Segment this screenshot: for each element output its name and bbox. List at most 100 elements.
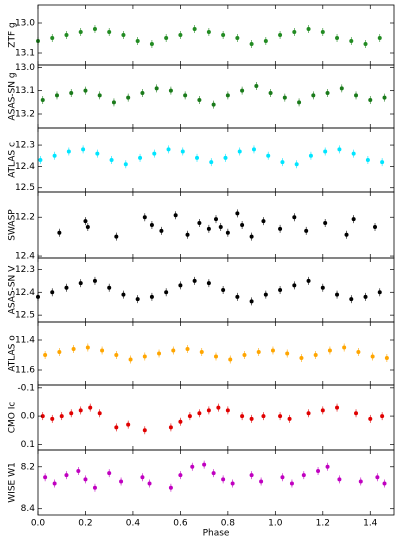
point <box>50 36 55 40</box>
point <box>195 155 200 160</box>
point <box>337 147 342 152</box>
point <box>280 160 285 165</box>
point <box>320 30 325 34</box>
point <box>266 153 271 158</box>
point <box>199 350 204 354</box>
point <box>121 33 126 37</box>
point <box>85 224 90 229</box>
point <box>83 219 88 224</box>
point <box>149 223 154 227</box>
point <box>138 155 143 160</box>
point <box>111 100 116 105</box>
point <box>52 153 57 158</box>
point <box>76 468 81 473</box>
point <box>320 408 325 413</box>
panel-frame <box>37 384 395 451</box>
point <box>64 473 69 478</box>
point <box>304 228 309 233</box>
point <box>78 408 83 413</box>
point <box>178 419 183 424</box>
point <box>377 290 382 295</box>
point <box>109 158 114 162</box>
point <box>114 425 119 430</box>
point <box>107 30 112 34</box>
point <box>168 425 173 430</box>
point <box>278 33 283 37</box>
point <box>373 224 378 229</box>
point <box>40 414 45 419</box>
y-tick-label: 12.5 <box>15 183 35 193</box>
point <box>107 471 112 476</box>
point <box>43 353 48 357</box>
y-axis-label: ASAS-SN g <box>8 72 18 120</box>
point <box>240 223 245 227</box>
point <box>123 162 128 167</box>
x-tick-label: 1.0 <box>268 519 283 529</box>
point <box>325 464 330 469</box>
point <box>235 294 240 299</box>
y-tick-label: 8.2 <box>21 462 35 472</box>
x-tick-label: 0.8 <box>221 519 236 529</box>
point <box>173 213 178 218</box>
point <box>308 153 313 158</box>
point <box>50 290 55 295</box>
point <box>306 278 311 283</box>
point <box>168 485 173 490</box>
point <box>78 30 83 34</box>
point <box>97 411 102 416</box>
point <box>294 162 299 167</box>
point <box>64 33 69 37</box>
point <box>240 414 245 419</box>
point <box>249 42 254 46</box>
point <box>81 147 86 152</box>
point <box>100 348 105 353</box>
point <box>154 86 159 91</box>
point <box>278 414 283 419</box>
point <box>251 147 256 152</box>
y-tick-label: 13.1 <box>15 49 35 59</box>
point <box>119 479 124 484</box>
point <box>282 95 287 100</box>
point <box>270 348 275 353</box>
point <box>342 345 347 350</box>
point <box>171 348 176 353</box>
point <box>327 348 332 353</box>
y-tick-label: 12.2 <box>15 213 35 223</box>
point <box>214 354 218 359</box>
point <box>197 221 202 226</box>
point <box>142 215 147 220</box>
point <box>50 416 55 421</box>
panel-frame <box>37 191 395 259</box>
point <box>140 91 145 95</box>
point <box>225 230 230 235</box>
point <box>78 281 83 286</box>
point <box>95 151 100 156</box>
point <box>197 411 202 416</box>
point <box>380 414 385 419</box>
point <box>126 422 131 427</box>
point <box>135 39 140 43</box>
point <box>183 93 188 98</box>
point <box>88 405 93 410</box>
point <box>363 42 368 46</box>
point <box>178 283 183 288</box>
x-tick-label: 0.0 <box>31 519 46 529</box>
y-tick-label: 0.0 <box>21 412 36 422</box>
point <box>114 234 119 239</box>
point <box>157 351 162 356</box>
y-axis-label: ZTF g <box>8 22 18 47</box>
point <box>71 347 76 351</box>
point <box>149 42 154 46</box>
point <box>280 475 285 480</box>
point <box>180 149 185 154</box>
y-tick-label: 13.1 <box>15 86 35 96</box>
point <box>192 27 197 31</box>
point <box>278 226 283 231</box>
point <box>92 27 97 31</box>
point <box>235 36 240 40</box>
point <box>43 475 48 480</box>
point <box>121 292 126 297</box>
point <box>287 416 292 421</box>
point <box>382 481 387 486</box>
point <box>140 475 145 480</box>
